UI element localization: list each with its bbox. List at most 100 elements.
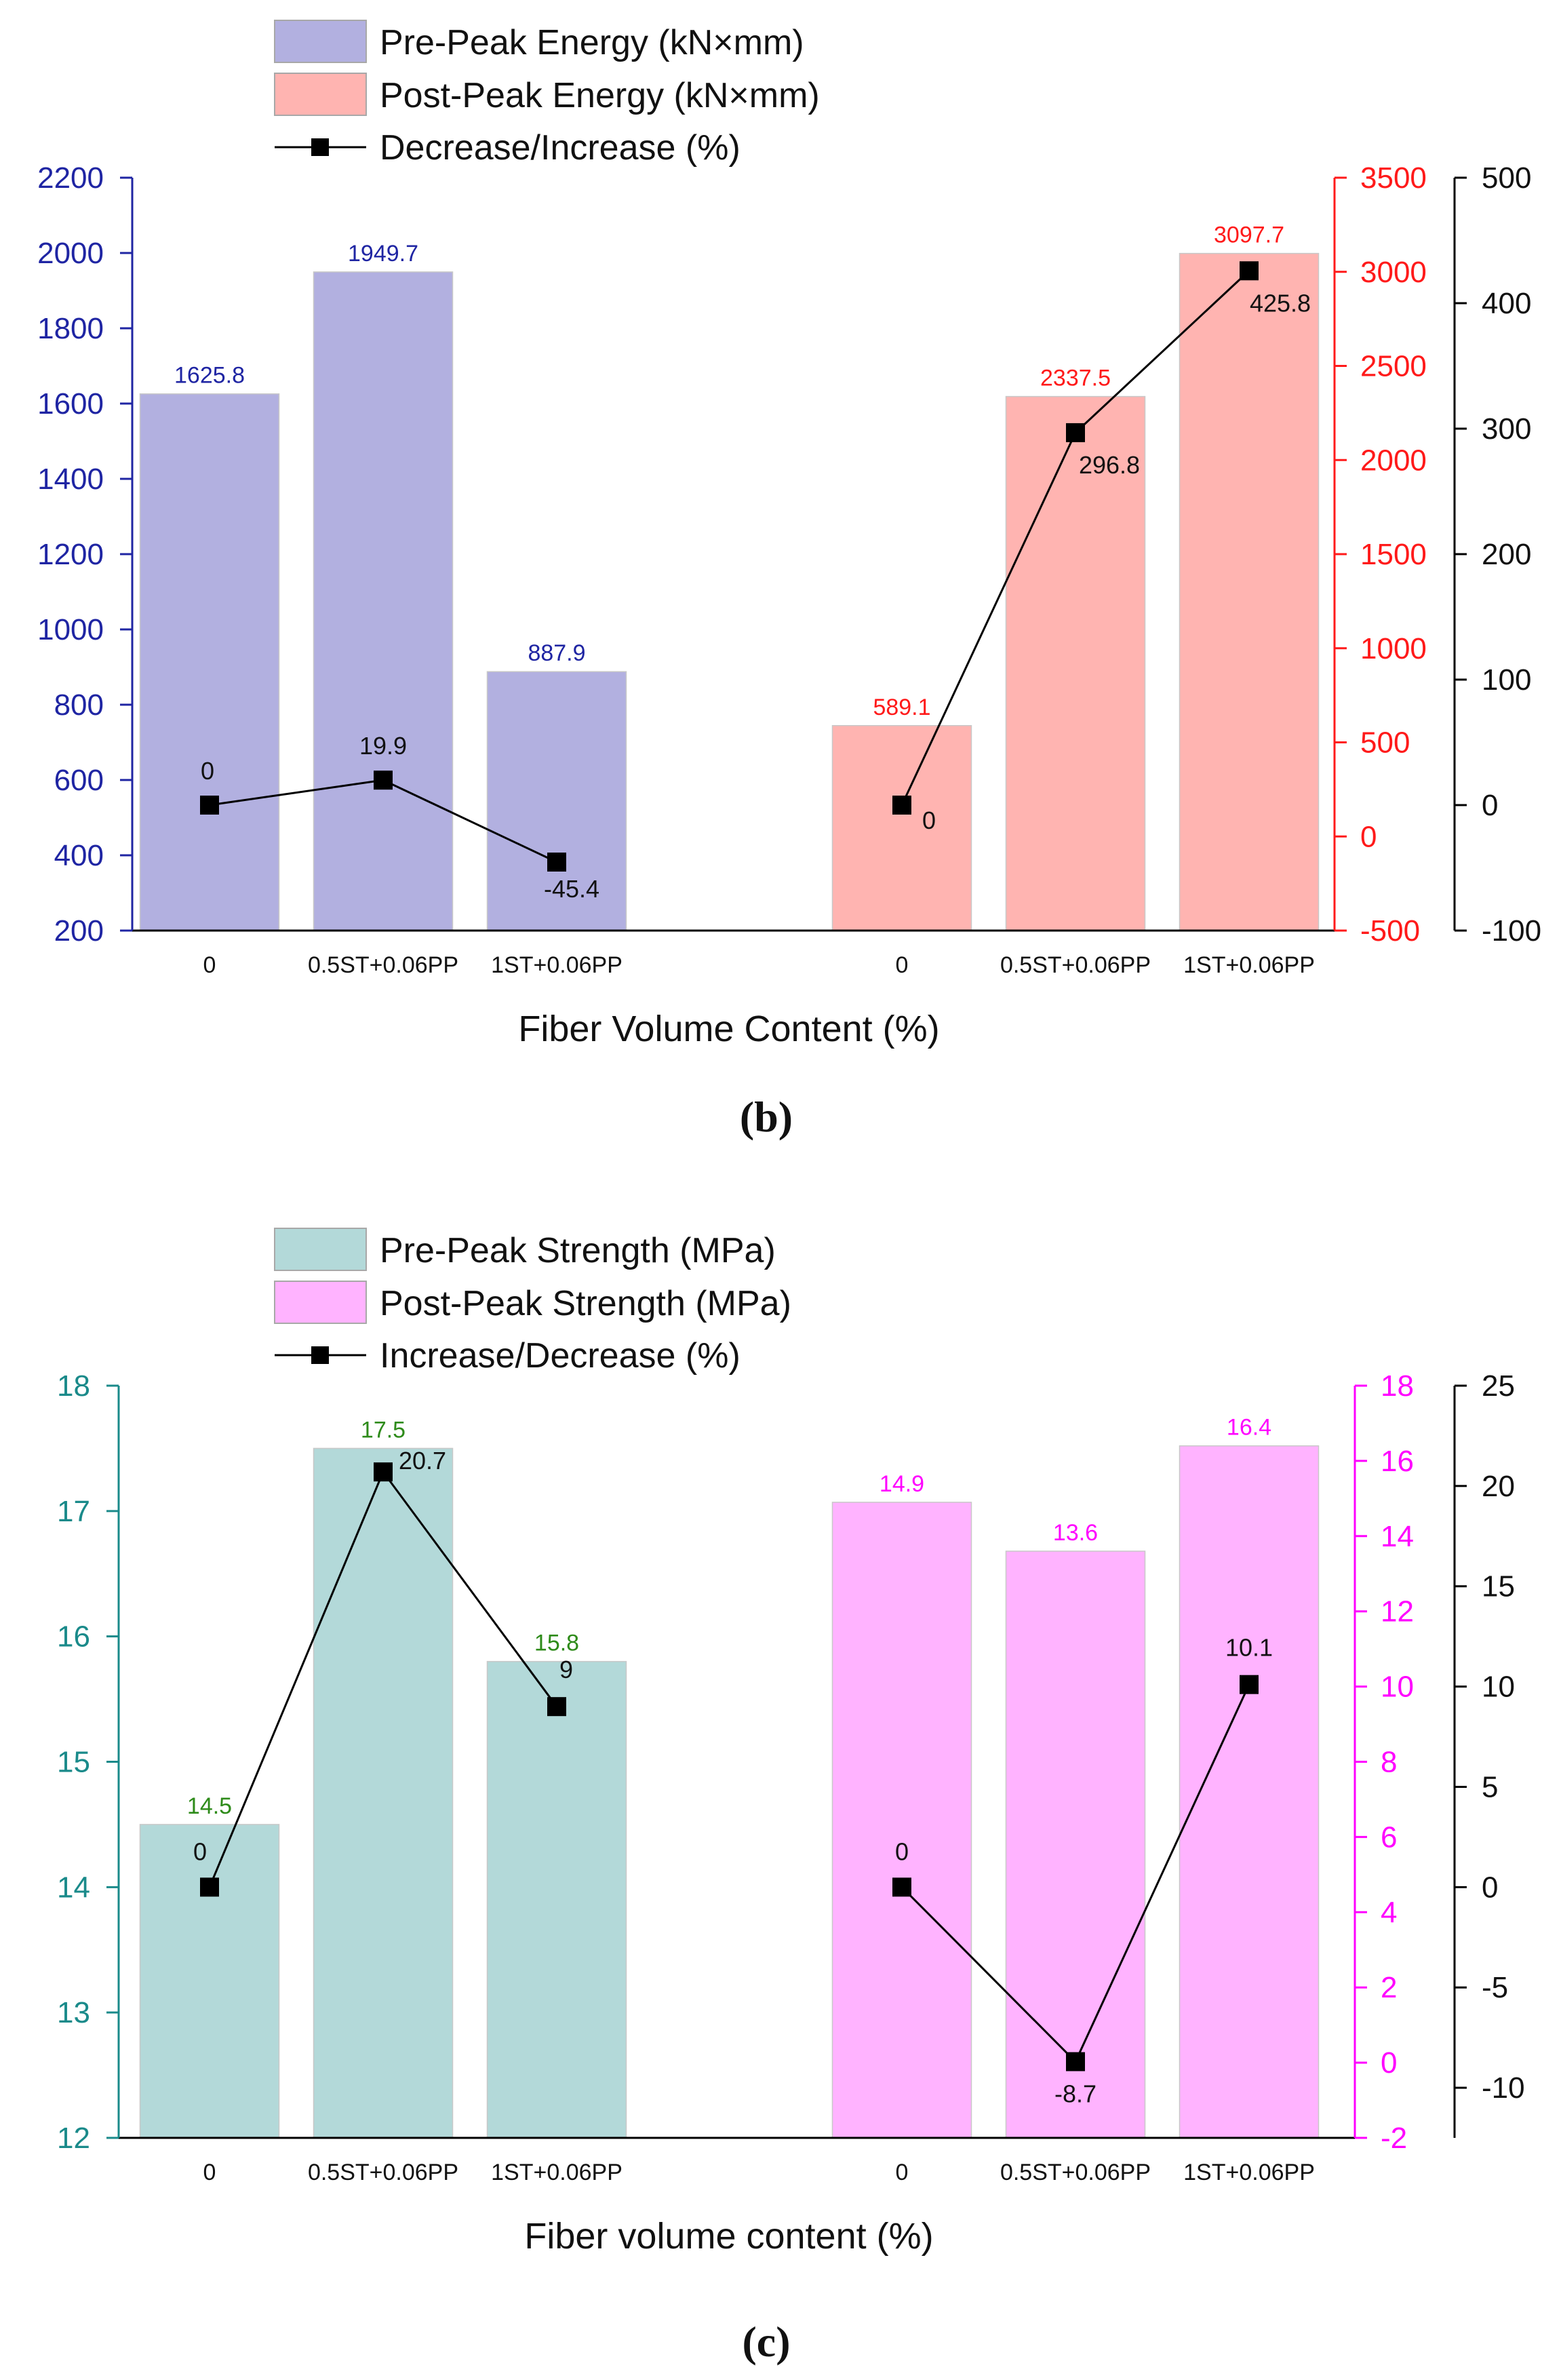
left-tick-label-10: 2200: [37, 161, 104, 195]
left-tick-label-4: 16: [57, 1620, 90, 1654]
right-tick-label-0: -2: [1381, 2122, 1407, 2155]
pct-marker-post-2: [1240, 1675, 1259, 1694]
pct-label-pre-0: 0: [201, 757, 214, 785]
legend-label-pct: Decrease/Increase (%): [380, 128, 740, 168]
pct-tick-label-4: 10: [1482, 1671, 1515, 1704]
right-tick-label-4: 1500: [1360, 538, 1427, 571]
left-tick-label-2: 600: [54, 764, 104, 797]
right-tick-label-3: 4: [1381, 1896, 1397, 1929]
chart-panel-b: Pre-Peak Energy (kN×mm) Post-Peak Energy …: [37, 20, 1541, 1141]
bar-label-post-0: 589.1: [873, 695, 930, 720]
pct-tick-label-5: 15: [1482, 1570, 1515, 1603]
left-tick-label-0: 12: [57, 2122, 90, 2155]
x-tick-label-right-0: 0: [896, 952, 909, 978]
panel-caption: (c): [742, 2318, 790, 2366]
pct-tick-label-3: 200: [1482, 538, 1531, 571]
left-tick-label-4: 1000: [37, 613, 104, 646]
pct-label-pre-1: 19.9: [359, 732, 407, 760]
left-tick-label-2: 14: [57, 1871, 90, 1904]
pct-tick-label-7: 25: [1482, 1369, 1515, 1403]
left-tick-label-1: 400: [54, 839, 104, 872]
pct-label-pre-2: 9: [559, 1656, 573, 1683]
bar-pre-0: [139, 393, 280, 931]
x-tick-label-left-1: 0.5ST+0.06PP: [308, 952, 458, 978]
pct-tick-label-6: 20: [1482, 1470, 1515, 1503]
legend-label-pre: Pre-Peak Strength (MPa): [380, 1231, 776, 1270]
bar-label-pre-0: 14.5: [187, 1793, 232, 1819]
pct-marker-pre-0: [200, 1877, 219, 1897]
right-tick-label-6: 2500: [1360, 350, 1427, 383]
x-tick-label-right-0: 0: [896, 2160, 909, 2185]
right-tick-label-6: 10: [1381, 1671, 1414, 1704]
left-tick-label-0: 200: [54, 914, 104, 948]
right-tick-label-5: 8: [1381, 1746, 1397, 1779]
x-tick-label-left-0: 0: [203, 952, 216, 978]
bar-post-2: [1179, 252, 1320, 931]
bar-label-pre-1: 1949.7: [348, 241, 418, 267]
x-tick-label-right-1: 0.5ST+0.06PP: [1000, 952, 1151, 978]
chart-panel-c: Pre-Peak Strength (MPa) Post-Peak Strengt…: [57, 1228, 1525, 2366]
legend-swatch-pre: [274, 20, 367, 63]
right-tick-label-8: 14: [1381, 1520, 1414, 1553]
bar-label-post-1: 2337.5: [1040, 366, 1111, 391]
pct-label-pre-2: -45.4: [544, 875, 599, 903]
right-tick-label-2: 2: [1381, 1971, 1397, 2004]
right-tick-label-10: 18: [1381, 1369, 1414, 1403]
left-tick-label-5: 17: [57, 1495, 90, 1528]
bar-pre-0: [139, 1824, 280, 2139]
right-tick-label-9: 16: [1381, 1445, 1414, 1478]
bar-post-1: [1005, 1550, 1146, 2139]
x-tick-label-left-2: 1ST+0.06PP: [491, 952, 623, 978]
bar-pre-2: [486, 1660, 627, 2139]
pct-tick-label-5: 400: [1482, 287, 1531, 320]
left-tick-label-3: 800: [54, 688, 104, 722]
panel-caption: (b): [740, 1093, 793, 1141]
left-tick-label-8: 1800: [37, 312, 104, 345]
bar-label-post-2: 3097.7: [1214, 222, 1284, 248]
legend-swatch-post: [274, 73, 367, 116]
right-tick-label-5: 2000: [1360, 444, 1427, 477]
bar-label-post-0: 14.9: [880, 1471, 924, 1497]
left-tick-label-6: 18: [57, 1369, 90, 1403]
pct-marker-post-0: [892, 796, 911, 815]
right-tick-label-1: 0: [1360, 820, 1377, 853]
pct-tick-label-1: 0: [1482, 789, 1498, 822]
pct-marker-pre-0: [200, 796, 219, 815]
legend-marker-pct: [311, 1346, 329, 1364]
legend-label-post: Post-Peak Strength (MPa): [380, 1284, 791, 1323]
pct-label-post-1: 296.8: [1079, 451, 1140, 479]
bar-label-pre-2: 15.8: [534, 1631, 579, 1656]
left-tick-label-5: 1200: [37, 538, 104, 571]
pct-tick-label-1: -5: [1482, 1971, 1508, 2004]
bar-label-post-2: 16.4: [1227, 1415, 1271, 1441]
pct-tick-label-2: 0: [1482, 1871, 1498, 1904]
left-tick-label-6: 1400: [37, 463, 104, 496]
left-tick-label-3: 15: [57, 1746, 90, 1779]
right-tick-label-7: 12: [1381, 1595, 1414, 1628]
bar-label-pre-0: 1625.8: [174, 363, 245, 389]
bar-post-0: [831, 725, 972, 931]
pct-label-post-1: -8.7: [1054, 2080, 1096, 2108]
pct-label-pre-0: 0: [193, 1837, 207, 1865]
right-tick-label-0: -500: [1360, 914, 1420, 948]
right-tick-label-1: 0: [1381, 2046, 1397, 2080]
bar-pre-1: [313, 271, 454, 931]
left-tick-label-7: 1600: [37, 387, 104, 421]
right-tick-label-3: 1000: [1360, 632, 1427, 665]
legend-marker-pct: [311, 138, 329, 156]
pct-marker-pre-1: [374, 770, 393, 790]
right-tick-label-2: 500: [1360, 726, 1410, 760]
left-tick-label-1: 13: [57, 1996, 90, 2029]
pct-label-post-0: 0: [895, 1837, 909, 1865]
right-tick-label-8: 3500: [1360, 161, 1427, 195]
pct-marker-post-2: [1240, 261, 1259, 281]
pct-label-pre-1: 20.7: [399, 1447, 446, 1475]
x-axis-title: Fiber volume content (%): [524, 2216, 933, 2257]
pct-marker-pre-1: [374, 1462, 393, 1482]
pct-label-post-0: 0: [922, 806, 936, 834]
left-tick-label-9: 2000: [37, 237, 104, 270]
legend-label-pct: Increase/Decrease (%): [380, 1336, 740, 1376]
pct-tick-label-0: -10: [1482, 2071, 1525, 2105]
bar-post-2: [1179, 1445, 1320, 2139]
